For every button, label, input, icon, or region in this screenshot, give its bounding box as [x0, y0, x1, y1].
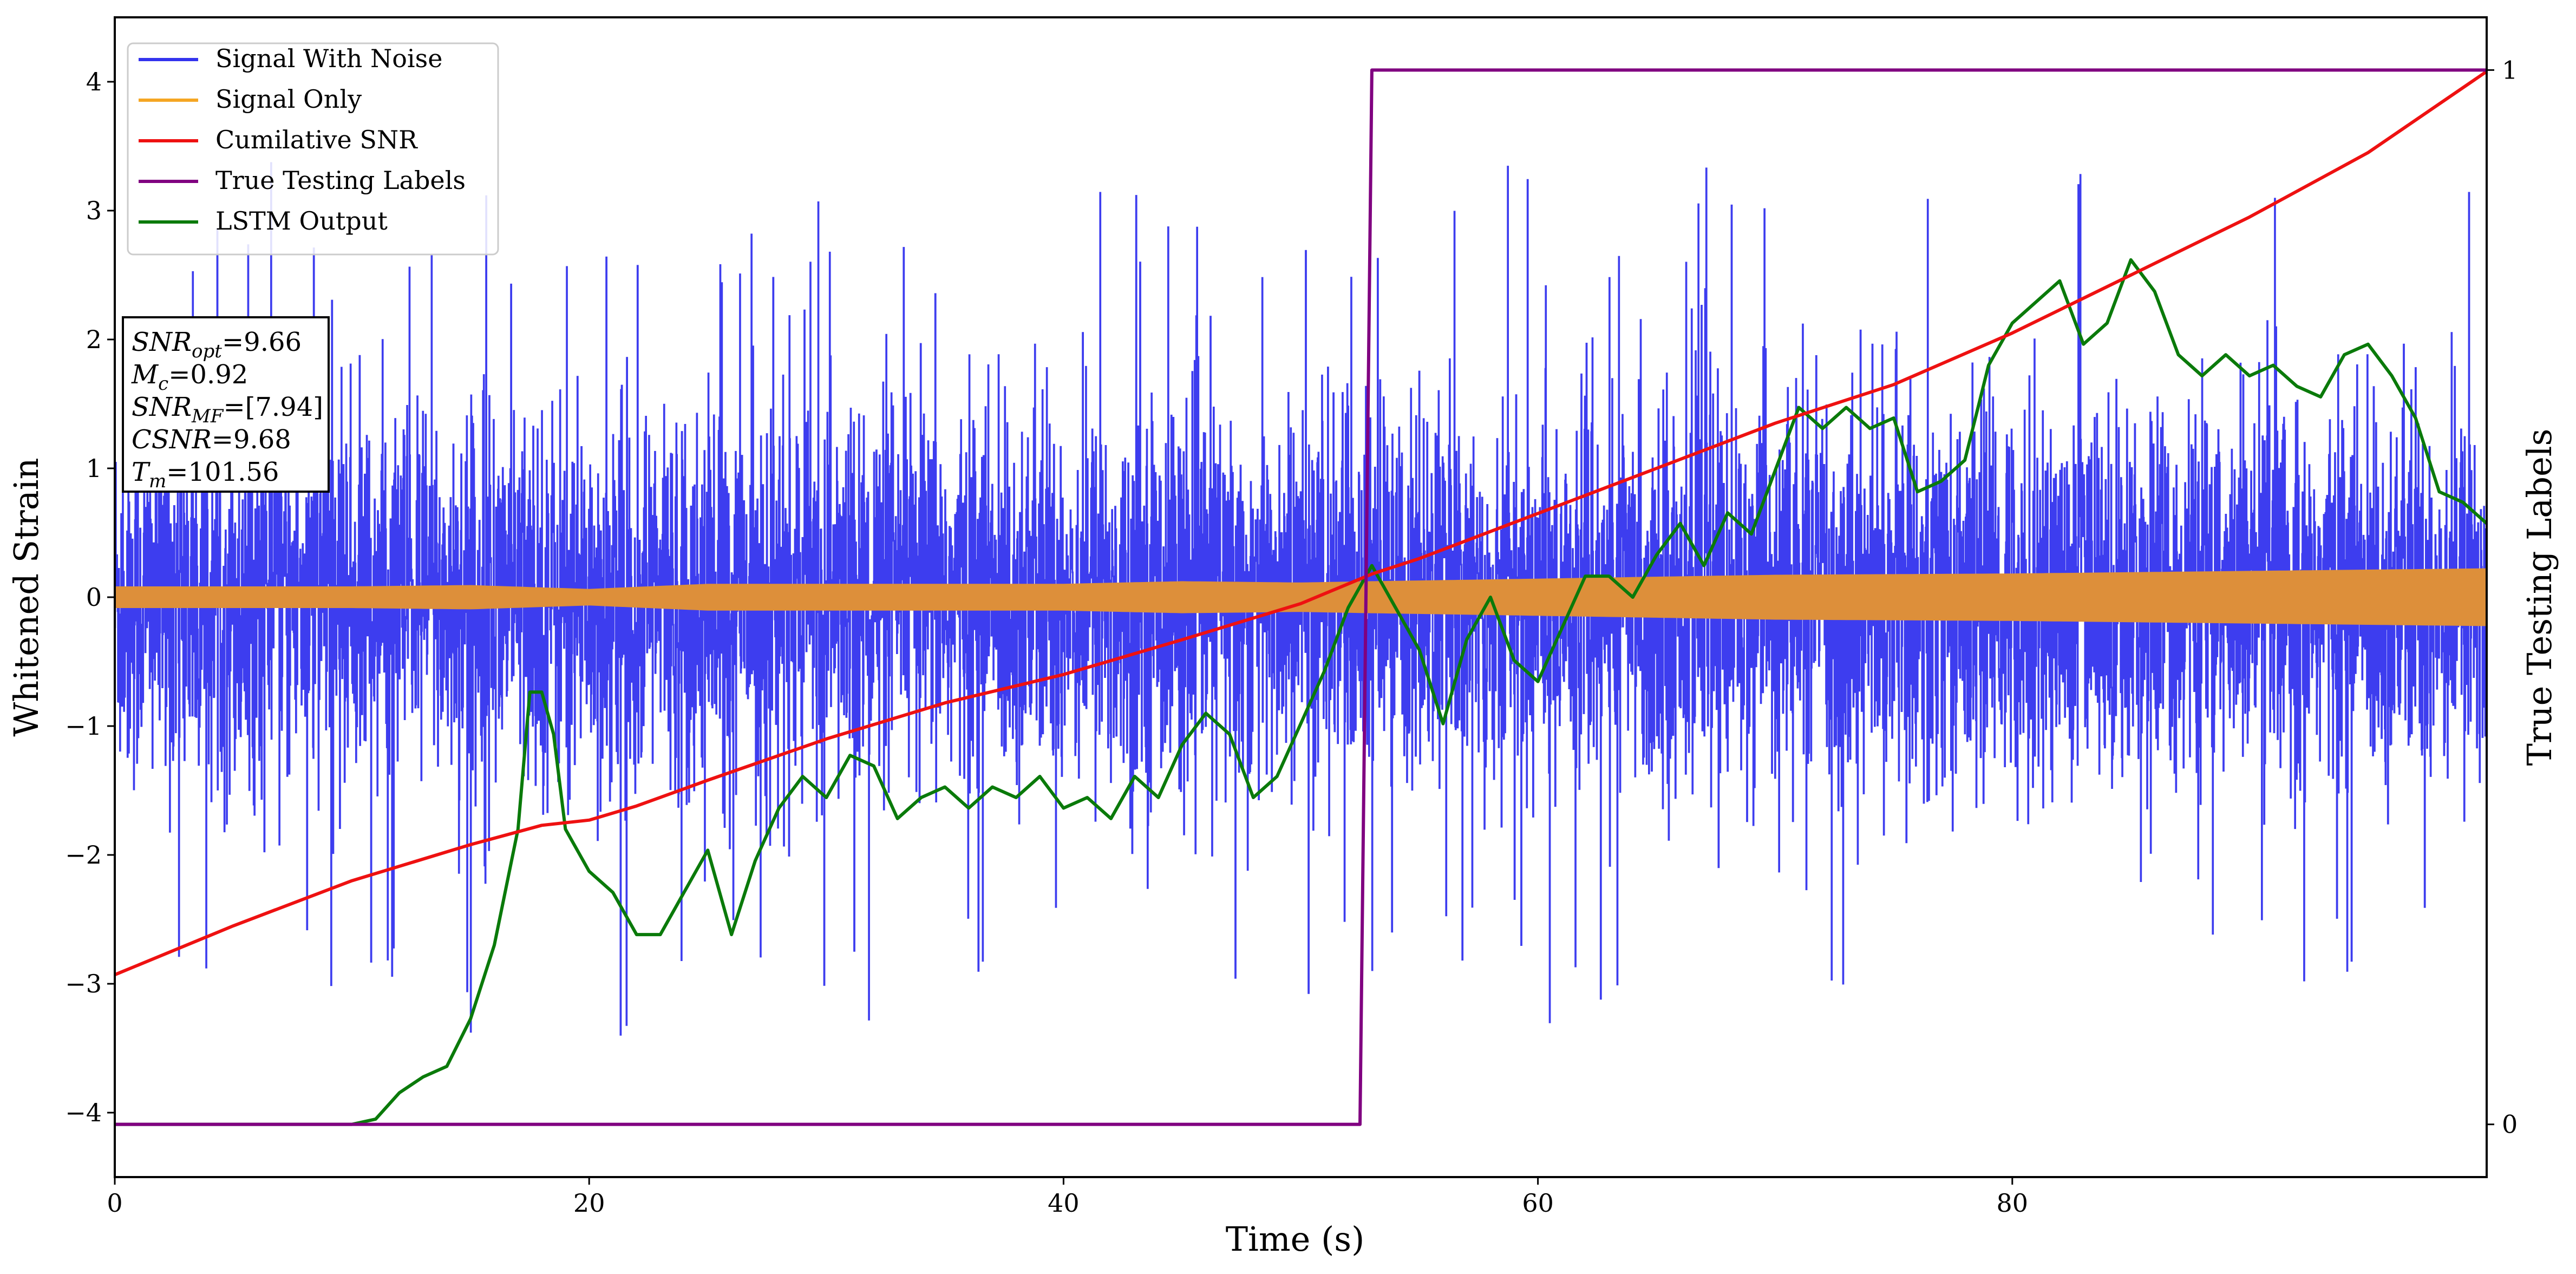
true-testing-labels-line	[115, 68, 2487, 1126]
legend-label: LSTM Output	[215, 206, 388, 236]
y-tick-label: 3	[86, 196, 102, 225]
y-tick-label: −1	[65, 711, 102, 741]
y-tick-label: −4	[65, 1098, 102, 1127]
y2-axis-title: True Testing Labels	[2520, 429, 2559, 766]
x-tick-label: 80	[1997, 1188, 2029, 1218]
legend-label: Cumilative SNR	[215, 125, 418, 154]
legend-label: Signal With Noise	[215, 44, 442, 73]
x-tick-label: 20	[573, 1188, 605, 1218]
x-tick-label: 40	[1048, 1188, 1080, 1218]
legend: Signal With Noise Signal Only Cumilative S…	[127, 42, 499, 256]
x-tick-label: 0	[107, 1188, 122, 1218]
legend-label: True Testing Labels	[215, 166, 466, 195]
x-tick-label: 60	[1522, 1188, 1554, 1218]
annotation-line: Tm=101.56	[132, 457, 279, 492]
annotation-line: SNRMF=[7.94]	[132, 392, 323, 427]
line-series-layer	[115, 68, 2487, 1126]
y-tick-label: 1	[86, 454, 102, 483]
x-axis-title: Time (s)	[1226, 1219, 1365, 1259]
stats-annotation: SNRopt=9.66Mc=0.92SNRMF=[7.94]CSNR=9.68T…	[122, 316, 330, 493]
annotation-line: SNRopt=9.66	[132, 327, 302, 362]
y2-tick-label: 0	[2502, 1110, 2518, 1139]
y-tick-label: 2	[86, 325, 102, 354]
y-axis-title: Whitened Strain	[6, 458, 46, 737]
cumilative-snr-line	[115, 70, 2487, 977]
lstm-output-line	[115, 258, 2487, 1126]
y-tick-label: −2	[65, 840, 102, 870]
y2-tick-label: 1	[2502, 55, 2518, 84]
annotation-box	[122, 316, 330, 493]
legend-label: Signal Only	[215, 84, 362, 114]
signal-only-layer	[115, 568, 2487, 626]
signal-only-band	[115, 568, 2487, 626]
y-tick-label: −3	[65, 969, 102, 998]
legend-box	[127, 42, 499, 256]
annotation-line: Mc=0.92	[131, 360, 248, 395]
y-tick-label: 0	[86, 583, 102, 612]
annotation-line: CSNR=9.68	[132, 424, 291, 455]
y-tick-label: 4	[86, 67, 102, 96]
